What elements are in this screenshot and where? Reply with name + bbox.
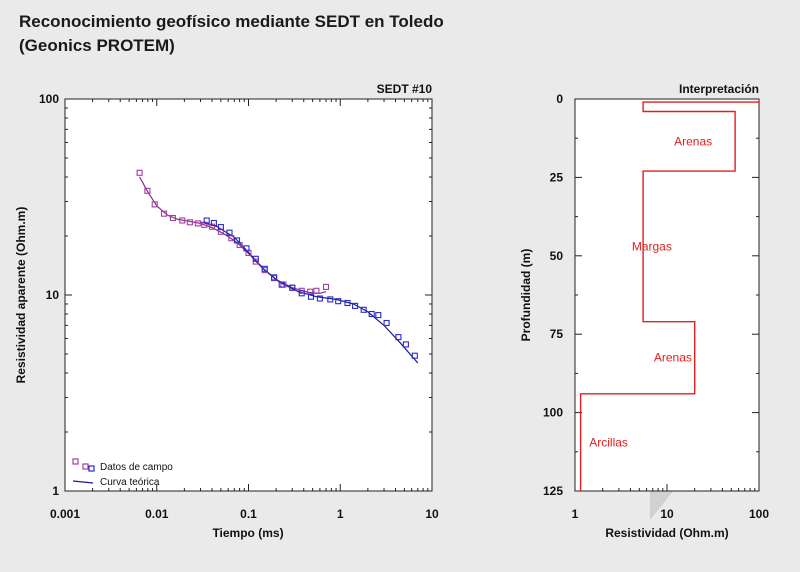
legend-line-theoretical (72, 480, 94, 484)
field-data-point (344, 299, 351, 307)
y-tick-label: 1 (52, 484, 59, 498)
chart2-title: Interpretación (679, 82, 759, 96)
chart2-x-axis-label: Resistividad (Ohm.m) (605, 526, 728, 540)
field-data-point (194, 220, 201, 227)
field-data-point (327, 296, 334, 303)
x-tick-label: 1 (337, 507, 344, 521)
field-data-point (313, 287, 320, 294)
layer-label-margas: Margas (632, 239, 672, 253)
field-data-point (307, 293, 315, 300)
sounding-curve-chart: 0.001 0.01 0.1 1 10 1 10 100 SEDT #10 Tiempo (m… (14, 82, 439, 540)
x-tick-label: 0.001 (50, 507, 80, 521)
resistivity-profile-line (579, 99, 760, 491)
chart2-y-axis-label: Profundidad (m) (519, 249, 533, 342)
layer-label-arcillas: Arcillas (589, 435, 628, 449)
theoretical-curve-line (139, 176, 327, 294)
x-tick-label: 100 (749, 507, 769, 521)
field-data-point (160, 210, 168, 217)
interpretation-chart: 1 10 100 0 25 50 75 100 125 Arenas Margas Arenas Ar… (519, 82, 769, 540)
y-tick-label: 0 (556, 92, 563, 106)
y-tick-label: 100 (39, 92, 59, 106)
legend-marker-purple (72, 458, 79, 465)
field-data-point (395, 334, 402, 341)
field-data-point (203, 217, 210, 224)
field-data-point (136, 169, 143, 176)
x-tick-label: 1 (572, 507, 579, 521)
field-data-point (368, 310, 375, 318)
field-data-point (261, 265, 268, 272)
x-tick-label: 10 (425, 507, 439, 521)
chart1-title: SEDT #10 (377, 82, 433, 96)
field-data-point (208, 223, 216, 230)
field-data-point (322, 283, 330, 290)
legend-field-data: Datos de campo (100, 462, 173, 473)
y-tick-label: 125 (543, 484, 563, 498)
field-data-point (186, 219, 193, 226)
x-tick-label: 10 (660, 507, 674, 521)
y-tick-label: 10 (46, 288, 60, 302)
field-data-point (289, 284, 296, 291)
field-data-point (243, 245, 250, 252)
field-data-point (169, 214, 176, 222)
layer-label-arenas: Arenas (674, 134, 712, 148)
field-data-point (278, 281, 285, 288)
title-line-1: Reconocimiento geofísico mediante SEDT e… (19, 12, 444, 31)
legend-marker-blue (88, 465, 95, 472)
field-data-point (335, 298, 342, 305)
field-data-point (375, 312, 382, 319)
field-data-point (233, 237, 241, 244)
field-data-point (252, 255, 259, 262)
chart1-legend: Datos de campo Curva teórica (72, 458, 173, 488)
field-data-point (210, 219, 217, 227)
chart1-y-axis-label: Resistividad aparente (Ohm.m) (14, 207, 28, 384)
layer-label-arenas: Arenas (654, 351, 692, 365)
field-data-point (179, 217, 186, 224)
field-data-point (402, 341, 409, 348)
legend-theoretical-curve: Curva teórica (100, 477, 160, 488)
field-data-point (144, 187, 151, 194)
field-data-point (151, 201, 158, 208)
y-tick-label: 100 (543, 406, 563, 420)
field-data-point (217, 224, 224, 231)
field-data-point (298, 290, 305, 297)
chart1-x-axis-label: Tiempo (ms) (212, 526, 283, 540)
plot-area-1 (64, 98, 433, 492)
plot-area-2 (574, 98, 760, 492)
field-data-point (383, 319, 390, 327)
field-data-point (271, 274, 278, 281)
title-line-2: (Geonics PROTEM) (19, 36, 175, 55)
field-data-point (226, 229, 233, 236)
y-tick-label: 50 (550, 249, 564, 263)
x-tick-label: 0.1 (240, 507, 257, 521)
y-tick-label: 25 (550, 170, 564, 184)
y-tick-label: 75 (550, 327, 564, 341)
field-data-point (411, 352, 418, 359)
field-data-point (360, 306, 367, 313)
field-data-point (352, 302, 359, 309)
x-tick-label: 0.01 (145, 507, 169, 521)
field-data-point (316, 295, 323, 302)
legend-marker-purple (82, 463, 89, 470)
